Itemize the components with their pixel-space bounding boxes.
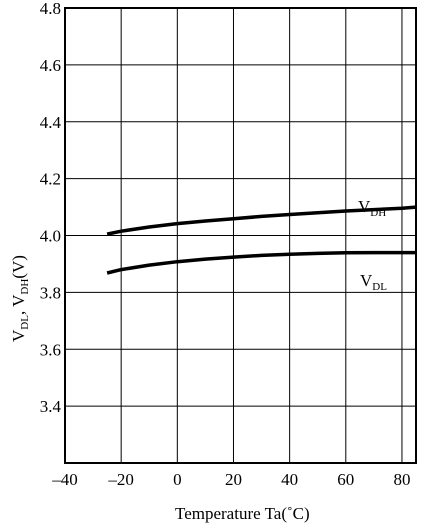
x-tick-label: –20 xyxy=(107,470,134,489)
y-tick-label: 3.6 xyxy=(40,340,61,359)
x-tick-label: –40 xyxy=(51,470,78,489)
series-label-vdh: VDH xyxy=(358,197,386,219)
series-group xyxy=(106,205,417,275)
x-tick-label: 60 xyxy=(337,470,354,489)
y-axis-label: VDL, VDH(V) xyxy=(9,255,31,342)
series-line-vdl xyxy=(106,250,416,275)
series-line-vdh xyxy=(106,205,417,236)
y-tick-label: 4.0 xyxy=(40,227,61,246)
y-tick-label: 4.8 xyxy=(40,0,61,18)
plot-frame xyxy=(64,7,417,464)
x-tick-label: 40 xyxy=(281,470,298,489)
y-tick-label: 4.2 xyxy=(40,170,61,189)
x-tick-label: 0 xyxy=(173,470,182,489)
y-tick-label: 3.4 xyxy=(40,397,62,416)
x-tick-labels: –40 –20 0 20 40 60 80 xyxy=(51,470,410,489)
grid xyxy=(64,7,416,463)
y-tick-label: 3.8 xyxy=(40,283,61,302)
x-tick-label: 20 xyxy=(225,470,242,489)
x-axis-label: Temperature Ta(˚C) xyxy=(175,504,310,523)
y-tick-label: 4.6 xyxy=(40,56,61,75)
y-tick-labels: 3.4 3.6 3.8 4.0 4.2 4.4 4.6 4.8 xyxy=(40,0,62,416)
x-tick-label: 80 xyxy=(393,470,410,489)
y-tick-label: 4.4 xyxy=(40,113,62,132)
series-label-vdl: VDL xyxy=(360,271,387,293)
